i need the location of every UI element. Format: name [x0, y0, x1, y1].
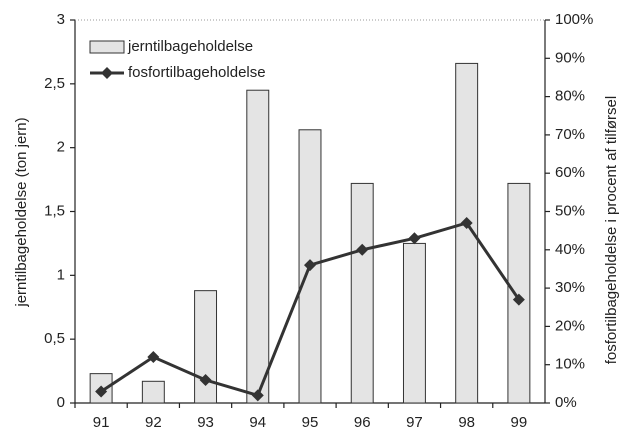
x-tick-label: 97: [406, 414, 423, 431]
legend-label: fosfortilbageholdelse: [128, 64, 266, 81]
y2-tick-label: 70%: [555, 126, 585, 143]
marker: [408, 232, 421, 245]
y-tick-label: 0: [57, 394, 65, 411]
bar: [194, 290, 218, 404]
x-tick-label: 99: [511, 414, 528, 431]
y-tick-label: 2,5: [44, 75, 65, 92]
x-tick-label: 91: [93, 414, 110, 431]
marker: [95, 385, 108, 398]
y2-tick-label: 60%: [555, 164, 585, 181]
bar: [141, 380, 165, 404]
x-tick-label: 92: [145, 414, 162, 431]
y2-tick-label: 40%: [555, 241, 585, 258]
y2-tick-label: 50%: [555, 202, 585, 219]
marker: [356, 243, 369, 256]
marker: [199, 374, 212, 387]
bar: [350, 182, 374, 404]
y2-tick-label: 100%: [555, 11, 593, 28]
marker: [460, 216, 473, 229]
marker: [512, 293, 525, 306]
marker: [147, 351, 160, 364]
y-axis-label: jerntilbageholdelse (ton jern): [13, 117, 30, 307]
legend-swatch: [89, 40, 125, 54]
bar: [246, 89, 270, 404]
y2-axis-label: fosfortilbageholdelse i procent af tilfø…: [603, 96, 620, 364]
y2-tick-label: 0%: [555, 394, 577, 411]
y-tick-label: 1: [57, 266, 65, 283]
marker: [251, 389, 264, 402]
y-tick-label: 0,5: [44, 330, 65, 347]
y-tick-label: 2: [57, 139, 65, 156]
y2-tick-label: 20%: [555, 317, 585, 334]
y2-tick-label: 90%: [555, 49, 585, 66]
legend-label: jerntilbageholdelse: [127, 38, 253, 55]
legend-marker: [101, 67, 113, 79]
x-tick-label: 93: [197, 414, 214, 431]
y-tick-label: 1,5: [44, 202, 65, 219]
x-tick-label: 98: [458, 414, 475, 431]
marker: [304, 259, 316, 272]
bar: [402, 242, 426, 404]
y2-tick-label: 80%: [555, 88, 585, 105]
x-tick-label: 96: [354, 414, 371, 431]
y2-tick-label: 30%: [555, 279, 585, 296]
y-tick-label: 3: [57, 11, 65, 28]
x-tick-label: 95: [302, 414, 319, 431]
bar: [455, 62, 479, 404]
y2-tick-label: 10%: [555, 356, 585, 373]
bar: [507, 182, 531, 404]
x-tick-label: 94: [249, 414, 266, 431]
